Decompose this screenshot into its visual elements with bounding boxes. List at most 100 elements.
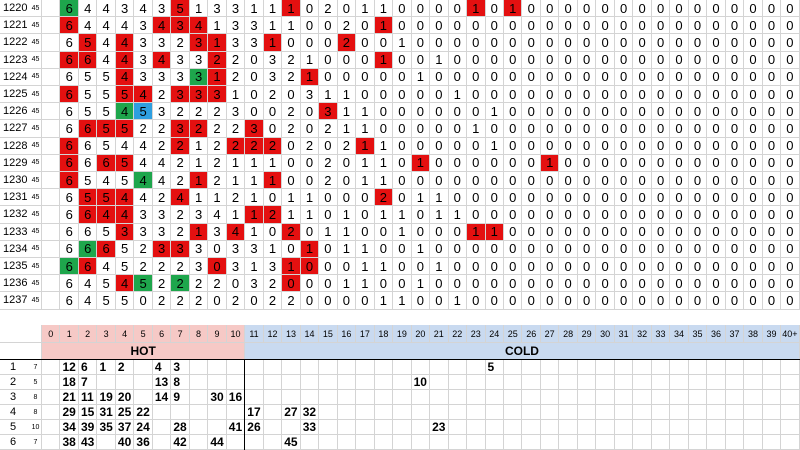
draw-cell: 4 — [78, 292, 98, 310]
draw-cell: 6 — [60, 258, 79, 276]
draw-cell: 0 — [485, 68, 504, 86]
summary-row: 5 — [0, 420, 30, 435]
summary-cell — [319, 360, 338, 375]
draw-cell: 0 — [614, 120, 634, 138]
summary-cell: 28 — [171, 420, 190, 435]
draw-cell: 0 — [707, 292, 726, 310]
draw-cell: 4 — [134, 86, 153, 104]
summary-cell — [670, 360, 689, 375]
draw-cell: 1 — [430, 189, 449, 207]
draw-cell: 0 — [688, 17, 708, 35]
draw-cell: 0 — [448, 103, 468, 121]
draw-cell: 2 — [152, 275, 172, 293]
draw-cell: 0 — [744, 86, 763, 104]
draw-cell: 0 — [744, 189, 763, 207]
draw-cell: 0 — [540, 103, 560, 121]
draw-cell: 5 — [115, 172, 135, 190]
draw-cell: 0 — [540, 206, 560, 224]
draw-cell: 6 — [60, 34, 79, 52]
summary-cell — [189, 405, 209, 420]
draw-cell: 4 — [97, 34, 116, 52]
draw-cell: 0 — [559, 189, 578, 207]
draw-cell: 0 — [300, 258, 320, 276]
draw-id: 1235 — [0, 258, 30, 276]
draw-cell: 0 — [356, 68, 375, 86]
summary-cell — [467, 405, 486, 420]
summary-cell — [485, 405, 504, 420]
summary-row: 1 — [0, 360, 30, 375]
draw-cell: 0 — [614, 275, 634, 293]
summary-cell — [374, 360, 394, 375]
draw-count: 45 — [30, 258, 42, 276]
summary-cell — [651, 405, 671, 420]
draw-cell: 0 — [707, 0, 726, 18]
summary-cell — [651, 420, 671, 435]
draw-id: 1227 — [0, 120, 30, 138]
draw-cell: 0 — [559, 292, 578, 310]
column-header: 24 — [485, 325, 504, 343]
draw-cell: 2 — [171, 258, 190, 276]
draw-cell: 0 — [577, 86, 597, 104]
summary-cell — [42, 420, 61, 435]
draw-cell: 0 — [540, 292, 560, 310]
draw-cell: 4 — [134, 189, 153, 207]
column-header: 4 — [115, 325, 135, 343]
draw-cell: 4 — [78, 275, 98, 293]
draw-cell: 0 — [651, 258, 671, 276]
summary-cell — [226, 435, 246, 450]
draw-cell: 0 — [670, 240, 689, 258]
draw-cell: 1 — [356, 0, 375, 18]
draw-cell: 1 — [411, 189, 431, 207]
draw-cell: 0 — [374, 103, 394, 121]
draw-cell: 2 — [282, 223, 301, 241]
draw-cell: 3 — [226, 17, 246, 35]
draw-cell: 1 — [263, 17, 283, 35]
draw-cell: 6 — [60, 154, 79, 172]
draw-cell: 0 — [725, 154, 745, 172]
draw-cell: 0 — [762, 86, 782, 104]
draw-cell: 0 — [633, 223, 652, 241]
summary-cell — [522, 435, 541, 450]
draw-cell: 0 — [670, 189, 689, 207]
draw-cell: 5 — [97, 86, 116, 104]
draw-cell: 1 — [189, 154, 209, 172]
draw-cell: 0 — [670, 206, 689, 224]
draw-cell: 2 — [263, 292, 283, 310]
column-header: 16 — [337, 325, 357, 343]
draw-cell: 0 — [651, 86, 671, 104]
summary-cell — [152, 420, 172, 435]
summary-cell — [356, 435, 375, 450]
draw-cell: 1 — [282, 189, 301, 207]
draw-cell: 0 — [559, 0, 578, 18]
draw-cell: 3 — [171, 17, 190, 35]
draw-cell: 0 — [374, 275, 394, 293]
draw-cell: 1 — [485, 223, 504, 241]
summary-cell — [762, 420, 782, 435]
summary-cell — [504, 360, 523, 375]
draw-cell: 1 — [411, 240, 431, 258]
summary-cell — [522, 405, 541, 420]
draw-count: 45 — [30, 68, 42, 86]
draw-cell: 0 — [670, 68, 689, 86]
draw-cell: 0 — [577, 172, 597, 190]
summary-cell — [744, 360, 763, 375]
column-header: 3 — [97, 325, 116, 343]
draw-cell: 0 — [688, 0, 708, 18]
summary-cell — [393, 375, 412, 390]
draw-cell: 0 — [596, 275, 615, 293]
draw-cell: 0 — [688, 172, 708, 190]
summary-cell — [42, 405, 61, 420]
draw-cell: 0 — [614, 154, 634, 172]
draw-cell: 0 — [411, 258, 431, 276]
summary-cell — [688, 390, 708, 405]
summary-cell — [374, 420, 394, 435]
summary-cell — [467, 360, 486, 375]
summary-cell — [356, 405, 375, 420]
draw-cell: 1 — [374, 206, 394, 224]
draw-cell: 6 — [60, 137, 79, 155]
summary-cell — [208, 420, 227, 435]
draw-cell: 0 — [448, 223, 468, 241]
draw-cell: 0 — [577, 137, 597, 155]
draw-cell: 5 — [97, 275, 116, 293]
draw-cell: 0 — [707, 68, 726, 86]
